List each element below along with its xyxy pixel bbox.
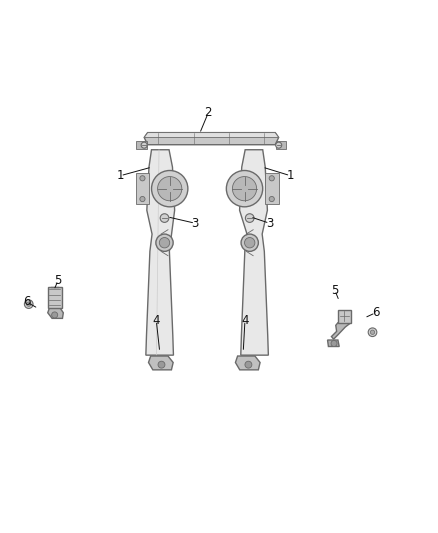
Text: 6: 6 (23, 295, 30, 309)
Circle shape (140, 197, 145, 201)
Bar (136, 141, 147, 149)
Circle shape (269, 197, 274, 201)
Circle shape (158, 361, 165, 368)
Text: 3: 3 (266, 217, 273, 230)
Circle shape (52, 312, 58, 318)
Circle shape (276, 142, 282, 148)
Circle shape (152, 171, 188, 207)
Circle shape (156, 234, 173, 252)
Bar (338, 310, 351, 322)
Circle shape (368, 328, 377, 336)
Circle shape (27, 302, 31, 306)
Bar (135, 173, 149, 204)
Circle shape (226, 171, 263, 207)
Polygon shape (328, 340, 339, 346)
Circle shape (25, 300, 33, 309)
Polygon shape (144, 133, 279, 138)
Text: 6: 6 (372, 306, 379, 319)
Bar (48, 287, 62, 308)
Circle shape (140, 176, 145, 181)
Polygon shape (148, 356, 173, 370)
Circle shape (233, 176, 257, 201)
Text: 2: 2 (205, 107, 212, 119)
Polygon shape (236, 356, 260, 370)
Text: 3: 3 (191, 217, 199, 230)
Polygon shape (332, 322, 351, 339)
Polygon shape (48, 308, 64, 318)
Circle shape (159, 238, 170, 248)
Circle shape (245, 361, 252, 368)
Circle shape (158, 176, 182, 201)
Circle shape (245, 214, 254, 222)
Circle shape (269, 176, 274, 181)
Circle shape (244, 238, 255, 248)
Polygon shape (144, 133, 279, 145)
Text: 1: 1 (117, 169, 124, 182)
Circle shape (141, 142, 147, 148)
Text: 4: 4 (152, 314, 160, 327)
Circle shape (241, 234, 258, 252)
Text: 5: 5 (331, 284, 339, 297)
Polygon shape (146, 150, 175, 355)
Bar (276, 141, 286, 149)
Circle shape (371, 330, 374, 334)
Circle shape (160, 214, 169, 222)
Circle shape (331, 341, 337, 346)
Bar (265, 173, 279, 204)
Text: 1: 1 (286, 169, 294, 182)
Text: 4: 4 (241, 314, 249, 327)
Polygon shape (240, 150, 268, 355)
Text: 5: 5 (54, 274, 62, 287)
